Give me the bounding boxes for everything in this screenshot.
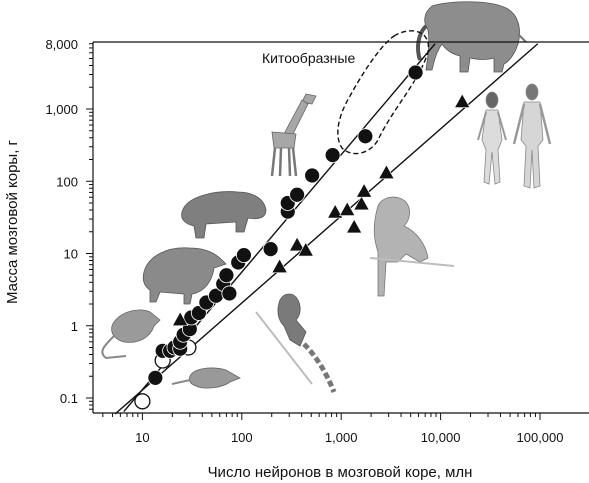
- point-triangle: [271, 258, 288, 273]
- x-tick-label: 1,000: [325, 430, 358, 445]
- shrew-illustration: [171, 367, 241, 389]
- point-filled-circle: [147, 369, 164, 386]
- axes: 10 100 1,000 10,000 100,000 0.1 1 10 100 1,000 8,0…: [45, 37, 589, 445]
- capybara-illustration: [181, 191, 267, 239]
- human-female-illustration: [477, 91, 507, 185]
- point-filled-circle: [407, 64, 424, 81]
- y-axis-title: Масса мозговой коры, г: [4, 139, 21, 304]
- x-axis-title: Число нейронов в мозговой коре, млн: [208, 464, 473, 481]
- point-filled-circle: [218, 267, 235, 284]
- point-triangle: [454, 93, 471, 108]
- point-filled-circle: [221, 285, 238, 302]
- marmoset-illustration: [255, 293, 337, 393]
- point-filled-circle: [304, 167, 321, 184]
- x-tick-label: 100,000: [517, 430, 564, 445]
- point-triangle: [378, 164, 395, 179]
- point-triangle: [355, 182, 373, 198]
- annotation-cetaceans: Китообразные: [262, 50, 355, 66]
- macaque-illustration: [369, 196, 455, 297]
- fit-line-triangle: [114, 43, 539, 415]
- point-triangle: [297, 241, 314, 257]
- mouse-illustration: [101, 309, 161, 360]
- x-tick-label: 100: [231, 430, 253, 445]
- fit-lines: [114, 43, 539, 415]
- y-tick-label: 10: [64, 247, 78, 262]
- point-triangle: [353, 195, 370, 211]
- y-tick-label: 8,000: [45, 37, 78, 52]
- point-filled-circle: [262, 241, 279, 258]
- x-tick-label: 10,000: [421, 430, 461, 445]
- point-triangle: [172, 311, 189, 326]
- illustrations: [101, 1, 552, 393]
- point-triangle: [288, 236, 306, 252]
- point-open-circle: [134, 393, 151, 410]
- point-triangle: [327, 203, 344, 219]
- elephant-illustration: [416, 1, 527, 73]
- point-filled-circle: [324, 147, 341, 164]
- y-tick-label: 1,000: [45, 102, 78, 117]
- y-tick-label: 1: [71, 319, 78, 334]
- giraffe-illustration: [270, 93, 317, 177]
- point-filled-circle: [236, 247, 252, 264]
- point-filled-circle: [357, 128, 374, 145]
- x-tick-label: 10: [135, 430, 149, 445]
- human-male-illustration: [512, 83, 552, 189]
- agouti-illustration: [142, 247, 227, 305]
- point-triangle: [346, 218, 363, 234]
- data-points: [134, 64, 471, 410]
- y-tick-label: 100: [56, 174, 78, 189]
- point-filled-circle: [289, 186, 305, 203]
- y-tick-label: 0.1: [60, 391, 78, 406]
- point-triangle: [339, 201, 356, 216]
